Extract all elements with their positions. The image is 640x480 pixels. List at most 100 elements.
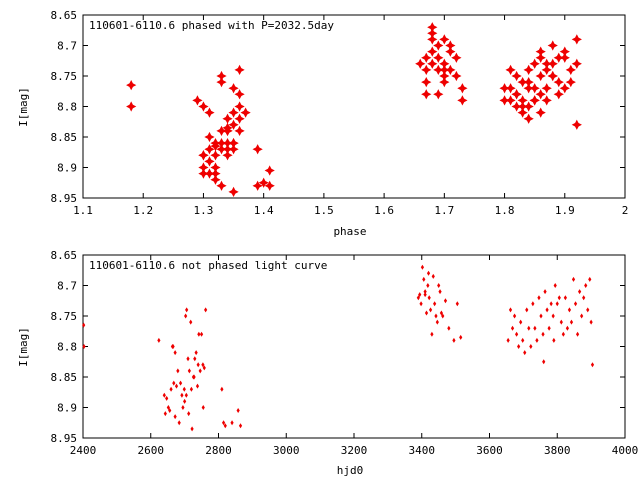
phased-data-point	[517, 101, 528, 112]
raw-data-point	[166, 405, 170, 410]
raw-data-point	[590, 362, 595, 368]
phased-data-point	[198, 168, 209, 179]
phased-data-point	[252, 144, 263, 155]
phased-data-point	[234, 89, 245, 100]
phased-data-point	[445, 64, 456, 76]
phased-y-tick-label: 8.9	[57, 162, 77, 175]
phased-data-point	[541, 95, 552, 106]
raw-data-point	[551, 313, 555, 319]
phased-data-point	[204, 168, 215, 179]
phased-data-point	[427, 34, 438, 45]
phased-data-point	[216, 125, 227, 137]
raw-data-points	[82, 264, 595, 432]
raw-data-point	[512, 313, 517, 319]
phased-data-point	[535, 70, 546, 82]
phased-data-point	[433, 89, 444, 100]
phased-data-point	[541, 83, 552, 94]
raw-data-point	[559, 319, 563, 325]
raw-data-point	[437, 283, 441, 288]
phased-data-point	[252, 180, 263, 191]
phased-data-point	[529, 95, 540, 106]
raw-data-point	[174, 383, 179, 389]
raw-data-point	[552, 337, 556, 343]
raw-data-point	[171, 344, 175, 349]
raw-data-point	[586, 307, 590, 313]
raw-data-point	[424, 310, 429, 316]
raw-data-point	[575, 331, 580, 337]
phased-data-point	[433, 52, 444, 63]
phased-data-point	[204, 156, 215, 167]
raw-data-point	[506, 337, 510, 343]
raw-y-tick-label: 8.8	[57, 341, 77, 354]
phased-data-point	[222, 150, 233, 161]
raw-plot-frame	[82, 254, 626, 439]
raw-data-point	[176, 368, 180, 374]
phased-data-point	[547, 58, 558, 69]
phased-data-point	[571, 34, 582, 45]
phased-data-point	[228, 144, 239, 155]
raw-data-point	[169, 386, 173, 392]
phased-data-point	[571, 119, 582, 130]
phased-data-point	[553, 52, 564, 63]
raw-data-point	[584, 283, 588, 288]
phased-data-point	[559, 52, 570, 63]
phased-data-point	[523, 64, 534, 76]
raw-data-point	[582, 295, 586, 301]
raw-data-point	[525, 307, 529, 313]
phased-plot-frame	[82, 14, 626, 199]
phased-data-point	[523, 113, 534, 124]
raw-data-point	[185, 307, 189, 313]
phased-light-curve-panel: 110601-6110.6 phased with P=2032.5day ph…	[17, 9, 628, 238]
raw-data-point	[230, 420, 234, 426]
raw-data-point	[422, 276, 426, 282]
phased-x-tick-label: 1.3	[194, 204, 214, 217]
raw-data-point	[459, 334, 463, 340]
raw-data-point	[173, 350, 177, 356]
phased-data-point	[216, 180, 227, 191]
raw-data-point	[198, 368, 202, 374]
raw-data-point	[168, 408, 172, 414]
raw-data-point	[165, 395, 169, 401]
raw-data-point	[221, 420, 226, 426]
phased-data-point	[210, 174, 221, 185]
raw-data-point	[426, 283, 430, 288]
phased-data-point	[198, 150, 209, 161]
phased-data-point	[553, 76, 564, 88]
phased-data-point	[499, 95, 510, 106]
raw-y-tick-label: 8.95	[51, 432, 78, 445]
phased-data-point	[505, 83, 516, 94]
raw-y-tick-label: 8.75	[51, 310, 78, 323]
raw-data-point	[553, 283, 557, 288]
phased-data-point	[228, 107, 239, 118]
raw-data-point	[571, 276, 576, 282]
raw-data-point	[523, 350, 527, 356]
raw-data-point	[180, 392, 184, 398]
phased-data-point	[439, 64, 450, 76]
phased-data-point	[234, 64, 245, 76]
raw-data-point	[196, 362, 200, 368]
raw-data-point	[569, 319, 574, 325]
raw-data-point	[519, 319, 523, 325]
raw-data-point	[557, 295, 561, 301]
raw-data-point	[223, 423, 227, 429]
phased-data-point	[457, 95, 468, 106]
raw-data-point	[82, 344, 86, 349]
raw-data-point	[190, 426, 194, 432]
phased-data-point	[427, 28, 438, 39]
raw-data-point	[420, 264, 425, 270]
phased-data-point	[523, 83, 534, 94]
phased-data-point	[228, 83, 239, 94]
raw-data-point	[194, 350, 198, 356]
phased-data-point	[264, 165, 275, 176]
raw-x-tick-label: 3600	[476, 444, 503, 457]
raw-data-point	[443, 298, 448, 304]
raw-data-point	[173, 414, 177, 420]
raw-x-tick-label: 4000	[612, 444, 639, 457]
phased-data-point	[505, 64, 516, 76]
phased-data-point	[559, 83, 570, 94]
raw-data-point	[187, 411, 191, 417]
raw-data-point	[539, 313, 543, 319]
phased-data-point	[222, 113, 233, 124]
phased-data-point	[499, 83, 510, 94]
phased-data-point	[210, 162, 221, 173]
